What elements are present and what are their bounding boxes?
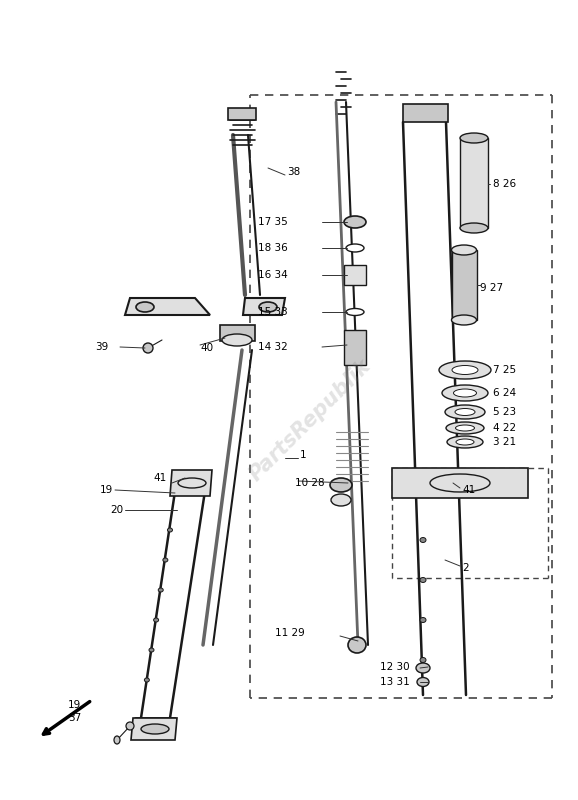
Ellipse shape: [168, 528, 172, 532]
Text: 16 34: 16 34: [258, 270, 288, 280]
Text: 10 28: 10 28: [295, 478, 325, 488]
Bar: [452, 250, 477, 320]
Text: 12 30: 12 30: [380, 662, 410, 672]
Text: 18 36: 18 36: [258, 243, 288, 253]
Ellipse shape: [455, 425, 475, 431]
Text: 20: 20: [110, 505, 123, 515]
Ellipse shape: [454, 389, 476, 397]
Ellipse shape: [136, 302, 154, 312]
Text: 17 35: 17 35: [258, 217, 288, 227]
Polygon shape: [131, 718, 177, 740]
Ellipse shape: [348, 637, 366, 653]
Ellipse shape: [158, 588, 163, 592]
Ellipse shape: [141, 724, 169, 734]
Text: 39: 39: [95, 342, 108, 352]
Polygon shape: [243, 298, 285, 315]
Text: 7 25: 7 25: [493, 365, 516, 375]
Text: 19: 19: [68, 700, 81, 710]
Text: 3 21: 3 21: [493, 437, 516, 447]
Ellipse shape: [420, 578, 426, 582]
Ellipse shape: [114, 736, 120, 744]
Ellipse shape: [222, 334, 252, 346]
Ellipse shape: [163, 558, 168, 562]
Ellipse shape: [460, 133, 488, 143]
Text: PartsRepublik: PartsRepublik: [245, 355, 375, 485]
Polygon shape: [392, 468, 528, 498]
Text: 5 23: 5 23: [493, 407, 516, 417]
Ellipse shape: [451, 315, 476, 325]
Text: 11 29: 11 29: [275, 628, 305, 638]
Ellipse shape: [344, 216, 366, 228]
Ellipse shape: [460, 223, 488, 233]
Ellipse shape: [178, 478, 206, 488]
Ellipse shape: [143, 343, 153, 353]
Text: 14 32: 14 32: [258, 342, 288, 352]
Text: 19: 19: [100, 485, 113, 495]
Text: 40: 40: [200, 343, 213, 353]
Ellipse shape: [154, 618, 158, 622]
Ellipse shape: [149, 648, 154, 652]
Ellipse shape: [259, 302, 277, 312]
Text: 13 31: 13 31: [380, 677, 410, 687]
Ellipse shape: [451, 245, 476, 255]
Ellipse shape: [417, 678, 429, 686]
Text: 15 33: 15 33: [258, 307, 288, 317]
Text: 2: 2: [462, 563, 469, 573]
Ellipse shape: [420, 538, 426, 542]
Bar: [344, 265, 366, 285]
Ellipse shape: [439, 361, 491, 379]
Bar: [344, 330, 366, 365]
Ellipse shape: [442, 385, 488, 401]
Ellipse shape: [445, 405, 485, 419]
Text: 6 24: 6 24: [493, 388, 516, 398]
Ellipse shape: [447, 436, 483, 448]
Polygon shape: [125, 298, 210, 315]
Ellipse shape: [346, 244, 364, 252]
Ellipse shape: [331, 494, 351, 506]
Ellipse shape: [420, 618, 426, 622]
Ellipse shape: [330, 478, 352, 492]
Bar: [228, 108, 256, 120]
Ellipse shape: [126, 722, 134, 730]
Ellipse shape: [456, 439, 474, 445]
Polygon shape: [170, 470, 212, 496]
Bar: [460, 138, 488, 228]
Text: 38: 38: [287, 167, 300, 177]
Ellipse shape: [144, 678, 149, 682]
Ellipse shape: [430, 474, 490, 492]
Bar: [220, 325, 255, 341]
Text: 8 26: 8 26: [493, 179, 516, 189]
Text: 41: 41: [462, 485, 475, 495]
Text: 4 22: 4 22: [493, 423, 516, 433]
Ellipse shape: [416, 663, 430, 673]
Ellipse shape: [346, 309, 364, 315]
Bar: [403, 104, 448, 122]
Text: 1: 1: [300, 450, 306, 460]
Text: 41: 41: [153, 473, 166, 483]
Ellipse shape: [420, 658, 426, 662]
Text: 37: 37: [68, 713, 81, 723]
Ellipse shape: [446, 422, 484, 434]
Ellipse shape: [452, 366, 478, 374]
Ellipse shape: [455, 409, 475, 415]
Text: 9 27: 9 27: [480, 283, 503, 293]
